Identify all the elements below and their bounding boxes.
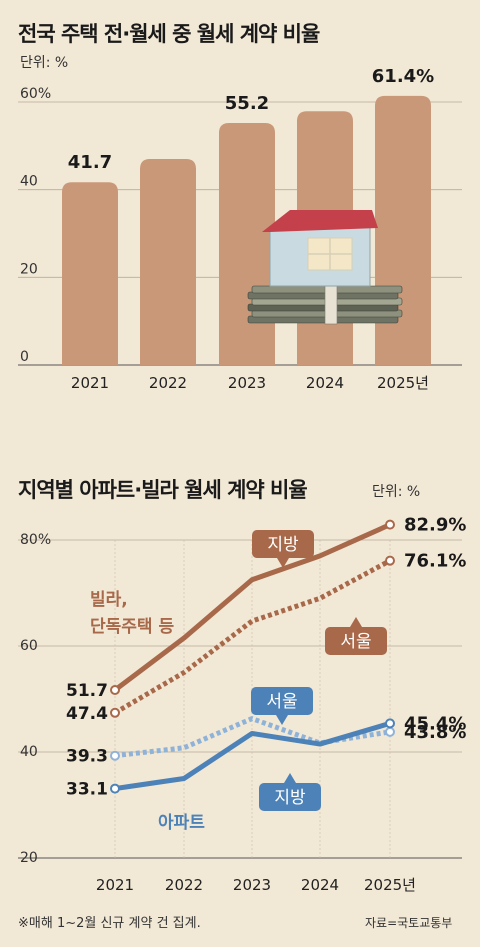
start-value-label: 47.4: [66, 704, 108, 724]
end-value-label: 45.4%: [404, 713, 466, 734]
chart1-unit: 단위: %: [20, 55, 69, 71]
bar-chart: 2021 41.7 2022 2023 55.2 2024 2025년 61.4% 0 20 40 6…: [18, 66, 462, 392]
callout-label: 지방: [267, 535, 299, 555]
callout-tag: [251, 687, 313, 715]
y-tick-label: 40: [20, 744, 38, 760]
data-label: 41.7: [68, 152, 112, 173]
series-endpoint: [385, 718, 395, 729]
x-tick-label: 2025년: [377, 374, 429, 392]
callout-pointer: [277, 558, 289, 568]
start-value-label: 39.3: [66, 747, 108, 767]
chart2-title: 지역별 아파트·빌라 월세 계약 비율: [18, 478, 308, 502]
x-tick-label: 2023: [228, 374, 266, 392]
data-label: 55.2: [225, 93, 269, 114]
callout-pointer: [284, 773, 296, 783]
x-tick-label: 2024: [301, 876, 339, 894]
start-value-label: 33.1: [66, 780, 108, 800]
callout-label: 서울: [340, 632, 371, 652]
end-value-label: 43.8%: [404, 722, 466, 743]
series-endpoint: [385, 519, 395, 530]
footnote: ※매해 1~2월 신규 계약 건 집계.: [18, 916, 201, 931]
series-endpoint: [110, 750, 120, 761]
x-tick-label: 2021: [71, 374, 109, 392]
callout-tag: [259, 783, 321, 811]
source-credit: 자료=국토교통부: [365, 916, 453, 930]
y-tick-label: 60: [20, 638, 38, 654]
callout-tag: [325, 627, 387, 655]
y-tick-label: 20: [20, 850, 38, 866]
series-endpoint: [110, 783, 120, 794]
data-label: 61.4%: [372, 66, 434, 87]
x-tick-label: 2023: [233, 876, 271, 894]
callout-label: 지방: [274, 788, 306, 808]
series-endpoint: [385, 555, 395, 566]
bar: [140, 158, 196, 365]
chart1-title: 전국 주택 전·월세 중 월세 계약 비율: [18, 22, 320, 46]
start-value-label: 51.7: [66, 681, 108, 701]
chart2-unit: 단위: %: [372, 484, 421, 500]
series-endpoint: [110, 707, 120, 718]
series-endpoint: [385, 726, 395, 737]
callout-pointer: [276, 715, 288, 725]
y-tick-label: 60%: [20, 86, 51, 102]
y-tick-label: 20: [20, 261, 38, 277]
callout-label: 서울: [266, 692, 297, 712]
y-tick-label: 80%: [20, 532, 51, 548]
villa-group-label: 빌라,: [90, 590, 128, 610]
x-tick-label: 2024: [306, 374, 344, 392]
bar: [62, 182, 118, 365]
x-tick-label: 2022: [165, 876, 203, 894]
callout-tag: [252, 530, 314, 558]
callout-pointer: [350, 617, 362, 627]
villa-group-label: 단독주택 등: [90, 617, 174, 637]
x-tick-label: 2025년: [364, 876, 416, 894]
house-money-illustration: [247, 210, 403, 325]
series-endpoint: [110, 684, 120, 695]
y-tick-label: 40: [20, 174, 38, 190]
end-value-label: 82.9%: [404, 515, 466, 536]
apt-group-label: 아파트: [158, 813, 205, 833]
series-line: [113, 522, 392, 692]
x-tick-label: 2022: [149, 374, 187, 392]
end-value-label: 76.1%: [404, 551, 466, 572]
x-tick-label: 2021: [96, 876, 134, 894]
y-tick-label: 0: [20, 349, 29, 365]
series-line: [114, 720, 391, 792]
